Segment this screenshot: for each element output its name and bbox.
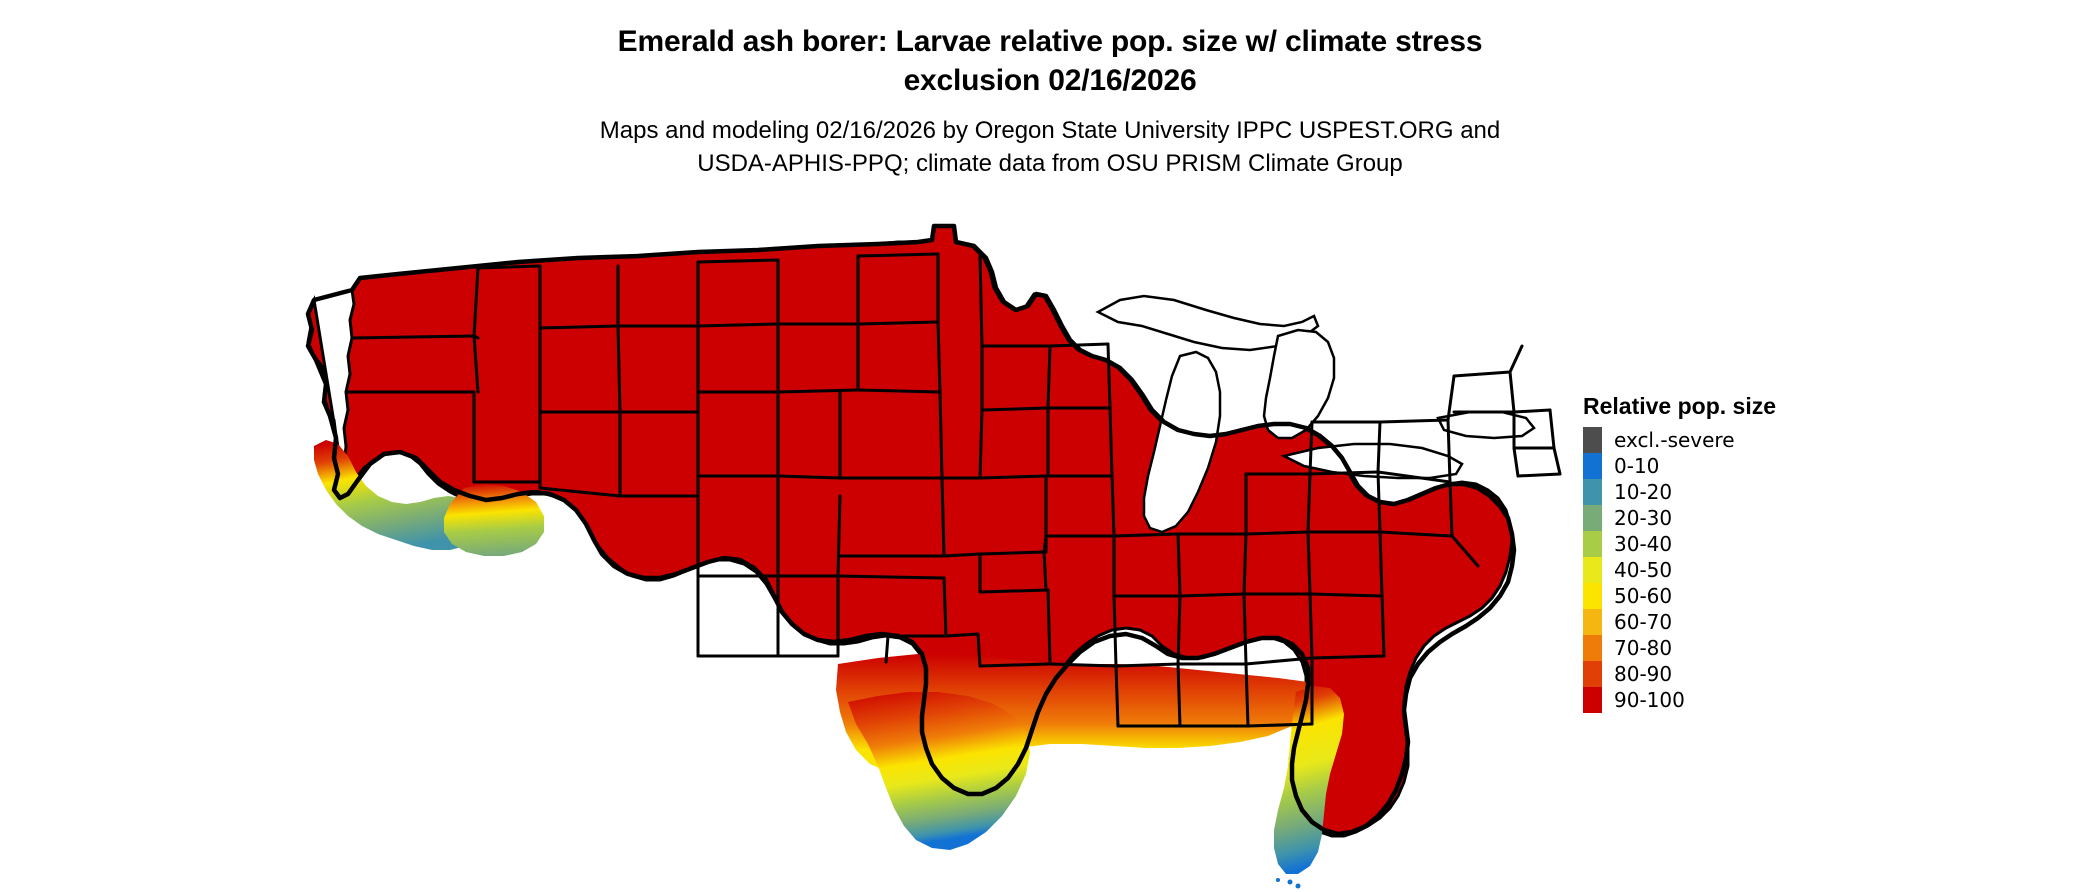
state-boundaries (344, 252, 1562, 728)
legend-swatch-20-30[interactable] (1583, 505, 1602, 531)
legend-label-0-10: 0-10 (1614, 454, 1660, 478)
lake-ontario (1436, 410, 1536, 440)
legend-title: Relative pop. size (1583, 393, 1777, 419)
legend-swatch-10-20[interactable] (1583, 479, 1602, 505)
legend-swatch-40-50[interactable] (1583, 557, 1602, 583)
lake-superior (1095, 294, 1320, 352)
region-southern-california (314, 440, 484, 550)
legend-swatch-0-10[interactable] (1583, 453, 1602, 479)
map-legend: Relative pop. size excl.-severe 0-10 10-… (1583, 393, 1883, 713)
legend-swatch-80-90[interactable] (1583, 661, 1602, 687)
legend-swatch-30-40[interactable] (1583, 531, 1602, 557)
coastal-detail (1276, 878, 1301, 889)
chart-header: Emerald ash borer: Larvae relative pop. … (0, 0, 2100, 180)
legend-label-20-30: 20-30 (1614, 506, 1673, 530)
page-title: Emerald ash borer: Larvae relative pop. … (617, 25, 1483, 97)
region-florida (1274, 686, 1344, 874)
legend-swatch-excl-severe[interactable] (1583, 427, 1602, 453)
legend-label-excl-severe: excl.-severe (1614, 428, 1735, 452)
lake-michigan (1142, 350, 1222, 534)
legend-label-50-60: 50-60 (1614, 584, 1673, 608)
page-subtitle: Maps and modeling 02/16/2026 by Oregon S… (599, 117, 1501, 177)
us-choropleth-map[interactable] (278, 196, 1588, 892)
legend-swatch-90-100[interactable] (1583, 687, 1602, 713)
legend-label-60-70: 60-70 (1614, 610, 1673, 634)
legend-swatch-60-70[interactable] (1583, 609, 1602, 635)
great-lakes-water (1095, 294, 1536, 534)
legend-body: excl.-severe 0-10 10-20 20-30 30-40 40-5… (1583, 425, 1883, 713)
legend-swatch-50-60[interactable] (1583, 583, 1602, 609)
legend-label-90-100: 90-100 (1614, 688, 1685, 712)
legend-label-70-80: 70-80 (1614, 636, 1673, 660)
legend-label-10-20: 10-20 (1614, 480, 1673, 504)
legend-swatch-column (1583, 427, 1602, 713)
legend-label-40-50: 40-50 (1614, 558, 1673, 582)
legend-label-80-90: 80-90 (1614, 662, 1673, 686)
legend-label-30-40: 30-40 (1614, 532, 1673, 556)
legend-swatch-70-80[interactable] (1583, 635, 1602, 661)
legend-label-column: excl.-severe 0-10 10-20 20-30 30-40 40-5… (1614, 427, 1735, 713)
national-border (305, 223, 1517, 837)
region-southern-arizona (444, 484, 544, 556)
